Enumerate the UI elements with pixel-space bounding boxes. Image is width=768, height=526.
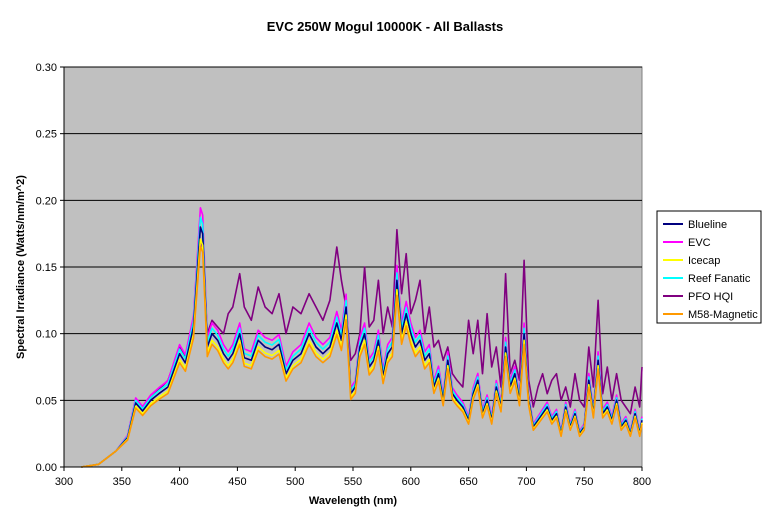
legend-label: M58-Magnetic — [688, 309, 758, 321]
y-tick-label: 0.10 — [36, 329, 57, 341]
y-tick-label: 0.05 — [36, 395, 57, 407]
y-tick-label: 0.00 — [36, 462, 57, 474]
y-tick-label: 0.20 — [36, 195, 57, 207]
x-tick-label: 500 — [286, 476, 304, 488]
x-tick-label: 450 — [228, 476, 246, 488]
x-tick-label: 650 — [459, 476, 477, 488]
legend-label: Icecap — [688, 255, 720, 267]
x-tick-label: 600 — [402, 476, 420, 488]
x-axis-label: Wavelength (nm) — [309, 495, 398, 507]
x-tick-label: 800 — [633, 476, 651, 488]
x-tick-label: 400 — [170, 476, 188, 488]
y-axis-label: Spectral Irradiance (Watts/nm/m^2) — [15, 175, 27, 359]
y-tick-label: 0.30 — [36, 62, 57, 74]
x-tick-label: 700 — [517, 476, 535, 488]
legend-label: PFO HQI — [688, 291, 733, 303]
x-tick-label: 350 — [113, 476, 131, 488]
y-tick-label: 0.25 — [36, 129, 57, 141]
legend-label: Blueline — [688, 219, 727, 231]
x-tick-label: 750 — [575, 476, 593, 488]
x-tick-label: 550 — [344, 476, 362, 488]
y-tick-label: 0.15 — [36, 262, 57, 274]
legend-label: EVC — [688, 237, 711, 249]
legend: Blueline EVC Icecap Reef Fanatic PFO HQI M58-… — [657, 211, 761, 323]
x-tick-label: 300 — [55, 476, 73, 488]
chart-title: EVC 250W Mogul 10000K - All Ballasts — [267, 19, 503, 34]
legend-label: Reef Fanatic — [688, 273, 751, 285]
